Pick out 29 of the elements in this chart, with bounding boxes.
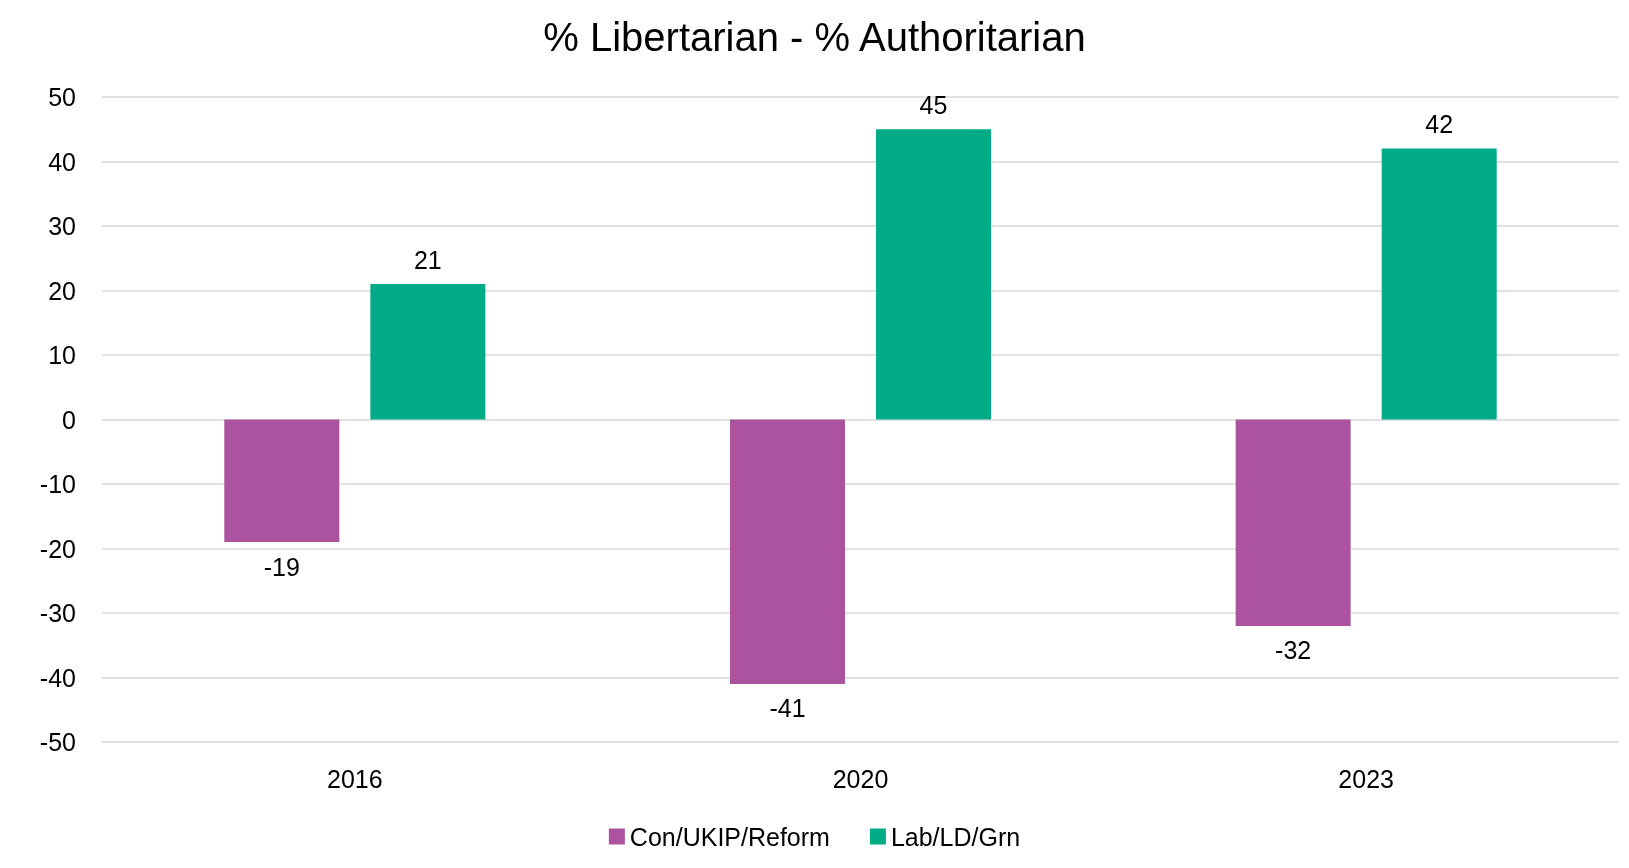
data-label: 21 bbox=[413, 245, 442, 274]
y-tick-label: -10 bbox=[39, 470, 76, 498]
bar bbox=[370, 284, 486, 420]
y-tick-label: 50 bbox=[48, 83, 76, 111]
y-tick-label: -40 bbox=[39, 663, 76, 692]
bar bbox=[224, 419, 340, 543]
bar bbox=[876, 129, 992, 420]
y-tick-label: -30 bbox=[39, 599, 76, 627]
y-tick-label: 0 bbox=[62, 405, 76, 434]
data-label: -41 bbox=[769, 694, 806, 723]
data-label: 45 bbox=[919, 90, 948, 119]
bar bbox=[729, 419, 845, 684]
y-tick-label: 10 bbox=[48, 341, 76, 369]
y-tick-label: -50 bbox=[39, 728, 76, 756]
bar bbox=[1381, 148, 1497, 420]
legend-label: Lab/LD/Grn bbox=[890, 822, 1021, 851]
x-tick-label: 2020 bbox=[832, 764, 889, 793]
y-tick-label: -20 bbox=[39, 534, 76, 563]
data-label: -32 bbox=[1275, 636, 1312, 665]
y-tick-label: 30 bbox=[48, 212, 76, 240]
x-tick-label: 2023 bbox=[1338, 764, 1394, 793]
data-label: -19 bbox=[263, 552, 300, 581]
x-tick-label: 2016 bbox=[327, 764, 383, 793]
data-label: 42 bbox=[1425, 110, 1454, 139]
y-tick-label: 40 bbox=[48, 147, 76, 176]
y-tick-label: 20 bbox=[48, 276, 76, 305]
legend-label: Con/UKIP/Reform bbox=[629, 822, 830, 851]
chart-title: % Libertarian - % Authoritarian bbox=[543, 15, 1086, 59]
bar bbox=[1235, 419, 1351, 626]
